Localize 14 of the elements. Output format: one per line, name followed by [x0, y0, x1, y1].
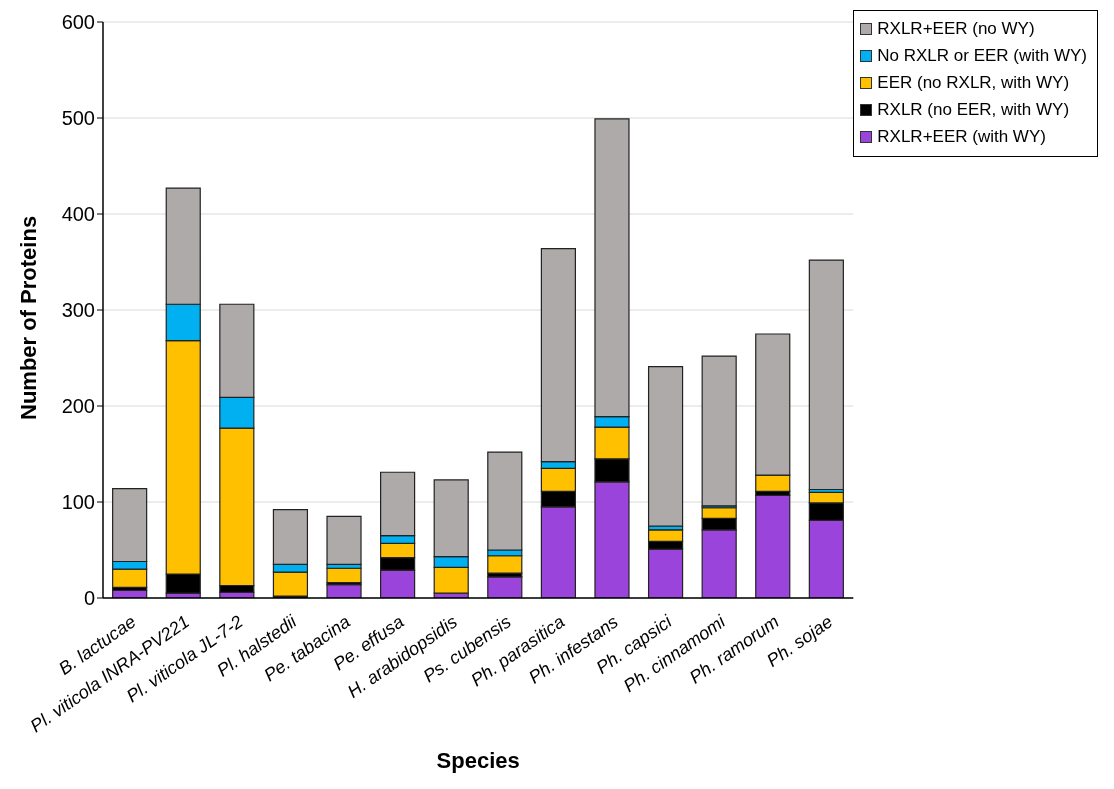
y-tick-label: 500 [61, 107, 95, 130]
legend-label: EER (no RXLR, with WY) [877, 72, 1070, 93]
y-tick-label: 200 [61, 395, 95, 418]
y-tick-label: 0 [83, 587, 95, 610]
y-axis-title: Number of Proteins [15, 215, 41, 420]
y-tick-label: 300 [61, 299, 95, 322]
legend-label: RXLR+EER (with WY) [877, 126, 1046, 147]
legend-label: RXLR+EER (no WY) [877, 18, 1035, 39]
y-tick-label: 100 [61, 491, 95, 514]
legend-label: No RXLR or EER (with WY) [877, 45, 1087, 66]
legend-label: RXLR (no EER, with WY) [877, 99, 1070, 120]
y-tick-label: 400 [61, 203, 95, 226]
x-axis-title: Species [436, 748, 520, 773]
y-tick-label: 600 [61, 11, 95, 34]
